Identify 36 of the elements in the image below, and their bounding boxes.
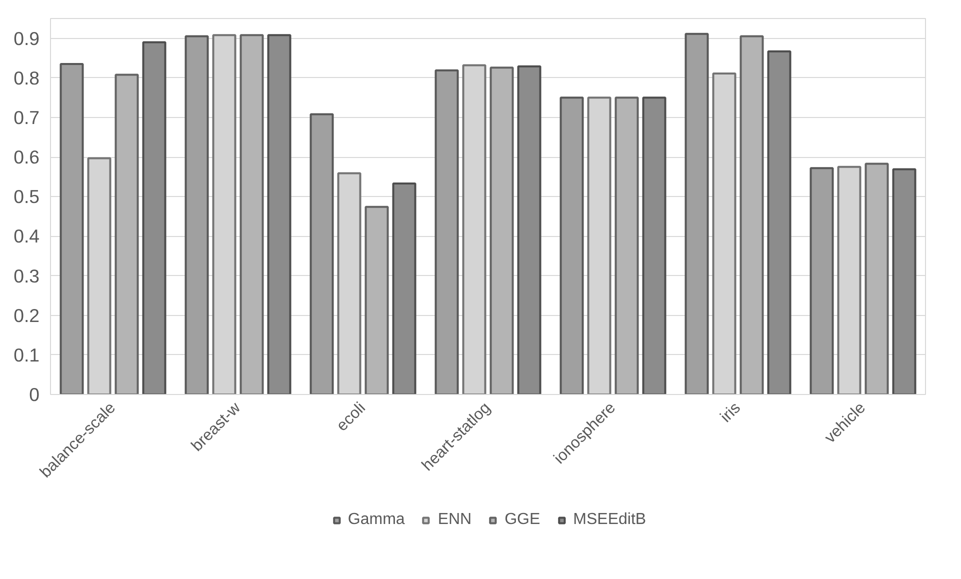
legend-label: Gamma [348,511,405,529]
bar [240,34,264,394]
bar [684,32,709,394]
bar [864,162,889,394]
y-tick-label: 0.5 [14,186,40,208]
y-tick-label: 0.7 [14,106,40,128]
x-tick-label: iris [718,399,744,426]
y-tick-label: 0.4 [14,226,40,247]
bar [114,74,139,394]
y-tick-label: 0.6 [14,146,40,168]
bar [642,96,666,394]
bar [892,168,916,394]
y-tick-label: 0.1 [14,344,40,366]
legend-label: GGE [504,511,540,529]
y-tick-label: 0.8 [14,67,40,88]
bar [767,50,792,394]
bar [364,206,389,394]
bar [434,69,459,394]
bar [392,182,416,394]
bar [60,63,84,394]
y-tick-label: 0.3 [14,265,40,286]
bar [184,35,209,394]
bar [142,41,166,394]
bar [614,96,639,394]
bar [310,113,334,394]
y-tick-label: 0.2 [14,304,40,326]
legend-label: ENN [438,511,472,529]
bar [810,167,834,394]
bar [267,34,292,394]
legend-label: MSEEditB [573,511,646,529]
bar [490,66,514,394]
bar [560,96,584,394]
bar [740,35,764,394]
y-tick-label: 0.9 [14,28,40,49]
y-tick-label: 0 [29,384,40,405]
bar [517,65,542,394]
